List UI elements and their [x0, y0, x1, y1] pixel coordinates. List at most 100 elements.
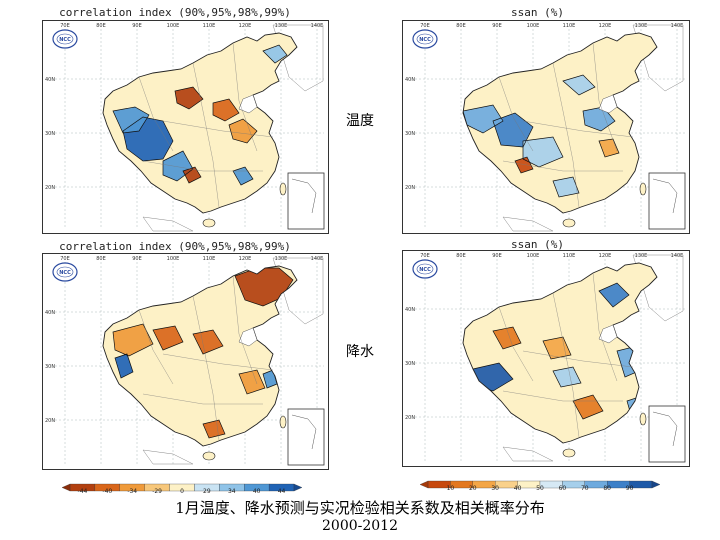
longitude-label: 80E	[96, 23, 106, 29]
longitude-label: 110E	[203, 23, 216, 29]
longitude-label: 70E	[60, 23, 70, 29]
shaded-region	[175, 87, 203, 109]
longitude-label: 130E	[635, 23, 648, 29]
neighbor-coastline	[142, 216, 194, 232]
contour-line	[492, 112, 534, 148]
bohai-sea	[238, 94, 258, 114]
province-borders	[498, 272, 634, 438]
china-map	[102, 265, 298, 447]
contour-line	[174, 86, 204, 110]
longitude-label: 110E	[203, 256, 216, 262]
contour-lines	[112, 44, 288, 186]
china-map	[102, 32, 298, 214]
latitude-label: 40N	[45, 310, 55, 316]
contour-line	[562, 74, 596, 96]
longitude-label: 140E	[311, 256, 324, 262]
province-borders	[138, 275, 274, 441]
longitude-label: 90E	[132, 23, 142, 29]
longitude-label: 100E	[527, 23, 540, 29]
longitude-label: 130E	[275, 256, 288, 262]
row-label-precipitation: 降水	[346, 344, 374, 360]
map-title-temp-correlation: correlation index (90%,95%,98%,99%)	[59, 6, 291, 19]
colorbar-tick-label: 70	[580, 485, 589, 492]
longitude-label: 130E	[635, 253, 648, 259]
longitude-label: 70E	[420, 253, 430, 259]
shaded-region	[263, 45, 287, 63]
colorbar-arrow-right	[293, 483, 303, 492]
colorbar-tick-label: -34	[127, 488, 138, 495]
colorbar-tick-label: 0	[180, 488, 184, 495]
latitude-label: 30N	[405, 131, 415, 137]
contour-line	[552, 176, 580, 198]
contour-line	[598, 138, 620, 158]
colorbar-arrow-left	[61, 483, 71, 492]
colorbar-tick-label: 90	[625, 485, 634, 492]
map-panel-precip-ssan: 70E 80E 90E 100E 110E 120E 130E 140E 40N 30N 20N NC…	[402, 250, 690, 467]
longitude-label: 80E	[456, 253, 466, 259]
shaded-region	[563, 75, 595, 95]
longitude-labels: 70E 80E 90E 100E 110E 120E 130E 140E	[60, 23, 323, 29]
neighbor-coastline	[142, 449, 194, 465]
ncc-logo: NCC	[52, 262, 78, 282]
latitude-label: 20N	[45, 185, 55, 191]
contour-line	[238, 369, 266, 395]
china-land-base	[103, 33, 297, 213]
contour-line	[514, 156, 534, 174]
contour-line	[598, 282, 630, 308]
colorbar-tick-label: 30	[491, 485, 500, 492]
bohai-sea	[238, 327, 258, 347]
colorbar-tick-label: 29	[203, 488, 211, 495]
shaded-region	[463, 105, 503, 133]
contour-line	[152, 325, 184, 351]
map-title-precip-correlation: correlation index (90%,95%,98%,99%)	[59, 240, 291, 253]
south-china-sea-inset	[287, 172, 325, 230]
contour-line	[112, 323, 154, 357]
shaded-region	[543, 337, 571, 359]
china-land-base	[463, 33, 657, 213]
colorbar-tick-label: 20	[468, 485, 477, 492]
colorbar-tick-label: 60	[558, 485, 567, 492]
longitude-label: 80E	[96, 256, 106, 262]
latitude-label: 40N	[45, 77, 55, 83]
shaded-region	[153, 326, 183, 350]
figure-caption-years: 2000-2012	[322, 518, 398, 534]
longitude-label: 140E	[671, 253, 684, 259]
longitude-label: 70E	[420, 23, 430, 29]
shaded-region	[553, 367, 581, 387]
longitude-label: 100E	[167, 256, 180, 262]
contour-line	[212, 98, 240, 122]
contour-line	[572, 394, 604, 420]
longitude-label: 90E	[492, 23, 502, 29]
shaded-region	[553, 177, 579, 197]
shaded-region	[203, 420, 225, 438]
shaded-region	[583, 107, 615, 131]
colorbar-tick-label: 44	[277, 488, 286, 495]
taiwan-island	[279, 415, 287, 429]
longitude-label: 70E	[60, 256, 70, 262]
latitude-label: 40N	[405, 77, 415, 83]
latitude-labels: 40N 30N 20N	[45, 77, 55, 191]
shaded-region	[523, 137, 563, 167]
longitude-label: 140E	[671, 23, 684, 29]
colorbar-tick-label: 40	[252, 488, 261, 495]
colorbar-tick-label: 80	[603, 485, 612, 492]
taiwan-island	[279, 182, 287, 196]
latitude-label: 30N	[405, 361, 415, 367]
svg-text:NCC: NCC	[59, 270, 71, 276]
shaded-regions	[113, 45, 287, 185]
shaded-region	[113, 324, 153, 356]
bohai-sea	[598, 94, 618, 114]
china-map	[462, 262, 658, 444]
map-title-temp-ssan: ssan (%)	[511, 6, 564, 19]
province-borders	[138, 42, 274, 208]
colorbar-correlation: -44 -40 -34 -29 0 29 34 40 44	[61, 478, 303, 496]
colorbar-tick-label: -29	[152, 488, 163, 495]
latitude-label: 30N	[45, 364, 55, 370]
longitude-label: 90E	[492, 253, 502, 259]
south-china-sea-inset	[287, 408, 325, 466]
colorbar-tick-label: 34	[227, 488, 236, 495]
longitude-label: 120E	[599, 23, 612, 29]
longitude-label: 110E	[563, 23, 576, 29]
shaded-region	[235, 268, 293, 306]
taiwan-island	[639, 182, 647, 196]
